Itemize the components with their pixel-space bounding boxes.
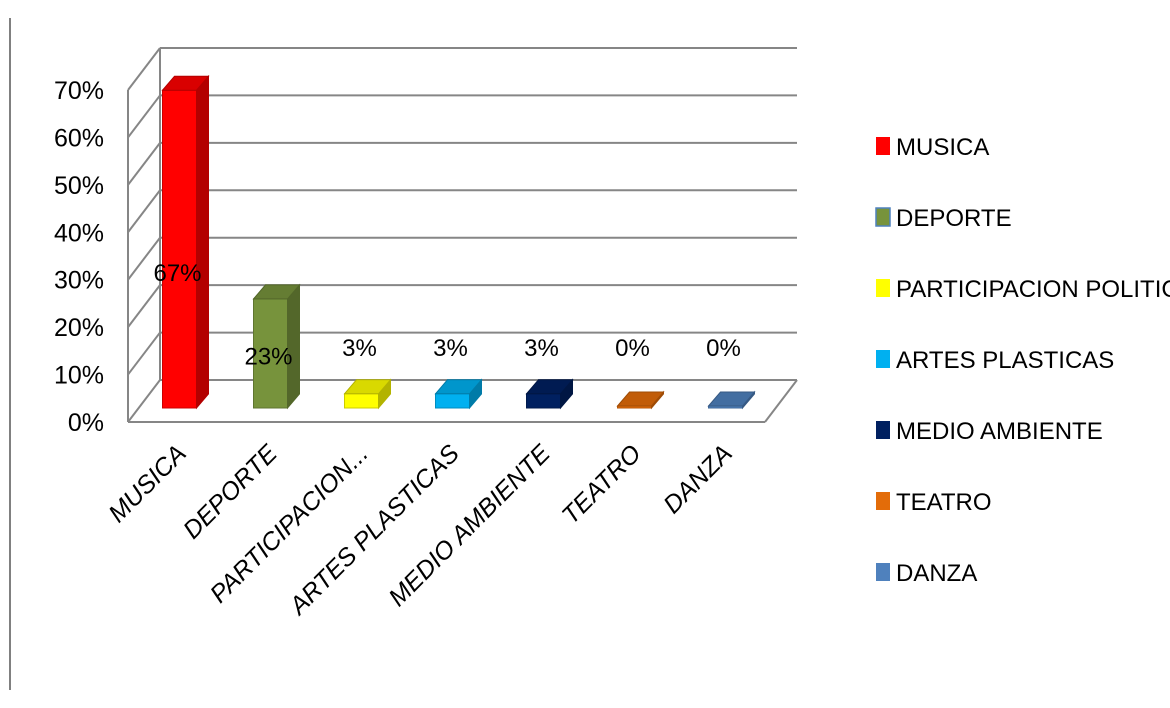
bar-top	[616, 391, 665, 407]
bar-front	[526, 393, 561, 409]
bar	[525, 378, 574, 410]
legend-entry: DANZA	[876, 560, 977, 587]
legend-entry: PARTICIPACION POLITICA	[876, 276, 1170, 303]
y-tick-label: 40%	[54, 219, 104, 247]
bar-top	[252, 284, 301, 300]
bar-top	[161, 75, 210, 91]
legend-swatch	[875, 207, 891, 227]
y-tick-label: 70%	[54, 77, 104, 105]
x-tick-label: TEATRO	[557, 439, 647, 529]
legend-label: PARTICIPACION POLITICA	[896, 276, 1170, 303]
legend-swatch	[876, 492, 890, 510]
data-label: 23%	[244, 343, 292, 370]
legend-entry: DEPORTE	[875, 205, 1012, 232]
legend-label: MEDIO AMBIENTE	[896, 418, 1103, 445]
data-label: 3%	[342, 335, 377, 362]
legend: MUSICA DEPORTE PARTICIPACION POLITICA ARTES…	[875, 134, 1170, 587]
legend-label: TEATRO	[896, 489, 992, 516]
bar-front	[253, 298, 288, 409]
legend-entry: MUSICA	[876, 134, 989, 161]
x-tick-label: PARTICIPACION...	[205, 439, 374, 608]
y-tick-label: 10%	[54, 362, 104, 390]
bar-front	[162, 89, 197, 409]
bar-top	[707, 391, 756, 407]
data-label: 3%	[524, 335, 559, 362]
legend-swatch	[876, 350, 890, 368]
bar	[616, 390, 665, 410]
legend-entry: TEATRO	[876, 489, 992, 516]
legend-swatch	[876, 279, 890, 297]
legend-entry: ARTES PLASTICAS	[876, 347, 1114, 374]
x-tick-label: MUSICA	[103, 439, 192, 528]
y-tick-label: 30%	[54, 267, 104, 295]
gridline-side	[127, 47, 161, 91]
legend-swatch	[876, 563, 890, 581]
x-tick-label: MEDIO AMBIENTE	[383, 439, 556, 612]
bar-top	[343, 379, 392, 395]
y-tick-label: 0%	[68, 409, 104, 437]
bar-front	[435, 393, 470, 409]
y-tick-label: 60%	[54, 124, 104, 152]
bar-side	[196, 74, 209, 410]
data-label: 67%	[153, 260, 201, 287]
legend-swatch	[876, 421, 890, 439]
legend-label: DANZA	[896, 560, 977, 587]
bar	[161, 74, 210, 410]
gridline-side	[127, 331, 161, 376]
bar	[707, 390, 756, 410]
floor-right-edge	[764, 379, 798, 423]
y-axis-tick-labels: 0% 10% 20% 30% 40% 50% 60% 70%	[54, 77, 104, 437]
bar	[252, 283, 301, 410]
data-label: 0%	[706, 335, 741, 362]
x-tick-label: DANZA	[658, 439, 738, 519]
y-tick-label: 20%	[54, 314, 104, 342]
gridline-side	[127, 189, 161, 233]
bar	[343, 378, 392, 410]
gridline-side	[127, 284, 161, 328]
data-label: 3%	[433, 335, 468, 362]
gridline-side	[127, 94, 161, 139]
data-labels: 67% 23% 3% 3% 3% 0% 0%	[153, 260, 740, 370]
legend-entry: MEDIO AMBIENTE	[876, 418, 1103, 445]
data-label: 0%	[615, 335, 650, 362]
legend-label: DEPORTE	[896, 205, 1012, 232]
bar	[434, 378, 483, 410]
y-tick-label: 50%	[54, 172, 104, 200]
gridline-side	[127, 237, 161, 281]
legend-label: ARTES PLASTICAS	[896, 347, 1114, 374]
bars	[161, 74, 756, 410]
gridline-side	[127, 142, 161, 186]
legend-swatch	[876, 137, 890, 155]
bar-front	[344, 393, 379, 409]
bar-top	[525, 379, 574, 395]
chart-walls	[127, 47, 798, 423]
x-tick-label: ARTES PLASTICAS	[283, 439, 465, 621]
bar-top	[434, 379, 483, 395]
gridline-side	[127, 379, 161, 423]
legend-label: MUSICA	[896, 134, 989, 161]
